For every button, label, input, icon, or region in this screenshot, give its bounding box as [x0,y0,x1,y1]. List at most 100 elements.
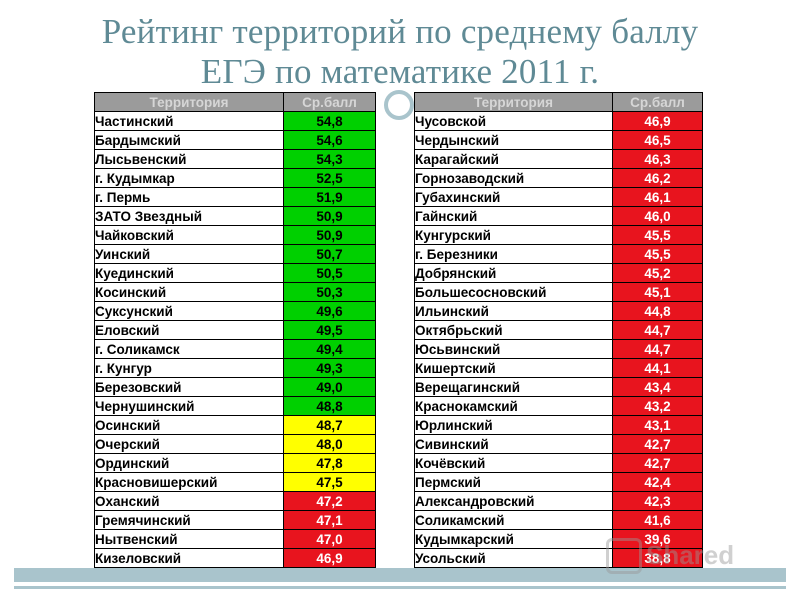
average-score: 50,9 [283,206,376,226]
table-row: Чусовской 46,9 [414,111,703,131]
territory-name: Еловский [94,320,284,340]
average-score: 49,5 [283,320,376,340]
average-score: 49,0 [283,377,376,397]
table-row: Красновишерский 47,5 [94,472,376,492]
average-score: 49,6 [283,301,376,321]
table-row: Березовский 49,0 [94,377,376,397]
header-territory: Территория [94,92,284,112]
table-row: г. Кунгур 49,3 [94,358,376,378]
territory-name: Кишертский [414,358,613,378]
presentation-icon [606,538,642,574]
table-header-row: Территория Ср.балл [414,92,703,112]
table-row: Александровский 42,3 [414,491,703,511]
average-score: 46,3 [612,149,703,169]
territory-name: Юсьвинский [414,339,613,359]
table-row: Кишертский 44,1 [414,358,703,378]
average-score: 46,5 [612,130,703,150]
territory-name: Кудымкарский [414,529,613,549]
table-row: Ильинский 44,8 [414,301,703,321]
table-row: Гремячинский 47,1 [94,510,376,530]
territory-name: г. Пермь [94,187,284,207]
rating-table-right: Территория Ср.балл Чусовской 46,9 Чердынск… [414,92,703,568]
average-score: 47,8 [283,453,376,473]
table-row: ЗАТО Звездный 50,9 [94,206,376,226]
territory-name: Кочёвский [414,453,613,473]
table-row: Лысьвенский 54,3 [94,149,376,169]
territory-name: Суксунский [94,301,284,321]
table-row: Частинский 54,8 [94,111,376,131]
table-row: Еловский 49,5 [94,320,376,340]
average-score: 44,7 [612,320,703,340]
watermark: Shared [606,532,766,582]
territory-name: Ординский [94,453,284,473]
territory-name: Пермский [414,472,613,492]
table-row: г. Соликамск 49,4 [94,339,376,359]
table-row: Осинский 48,7 [94,415,376,435]
territory-name: Александровский [414,491,613,511]
territory-name: г. Кунгур [94,358,284,378]
average-score: 49,4 [283,339,376,359]
decorative-band [14,568,786,582]
average-score: 48,7 [283,415,376,435]
territory-name: Очерский [94,434,284,454]
table-row: Куединский 50,5 [94,263,376,283]
table-row: Верещагинский 43,4 [414,377,703,397]
table-row: Добрянский 45,2 [414,263,703,283]
table-row: Кудымкарский 39,6 [414,529,703,549]
average-score: 50,7 [283,244,376,264]
territory-name: Красновишерский [94,472,284,492]
decorative-circle [384,90,414,120]
table-row: Усольский 38,8 [414,548,703,568]
territory-name: Кизеловский [94,548,284,568]
table-row: Ординский 47,8 [94,453,376,473]
territory-name: г. Березники [414,244,613,264]
territory-name: Куединский [94,263,284,283]
table-row: Кунгурский 45,5 [414,225,703,245]
table-row: Уинский 50,7 [94,244,376,264]
territory-name: Добрянский [414,263,613,283]
table-row: Гайнский 46,0 [414,206,703,226]
table-row: Бардымский 54,6 [94,130,376,150]
territory-name: Осинский [94,415,284,435]
average-score: 45,5 [612,244,703,264]
territory-name: Уинский [94,244,284,264]
territory-name: Карагайский [414,149,613,169]
title-line-2: ЕГЭ по математике 2011 г. [200,52,600,91]
table-row: Пермский 42,4 [414,472,703,492]
territory-name: Чайковский [94,225,284,245]
territory-name: Частинский [94,111,284,131]
average-score: 42,7 [612,453,703,473]
average-score: 47,1 [283,510,376,530]
average-score: 54,8 [283,111,376,131]
average-score: 42,4 [612,472,703,492]
average-score: 46,1 [612,187,703,207]
territory-name: Сивинский [414,434,613,454]
average-score: 46,0 [612,206,703,226]
territory-name: Горнозаводский [414,168,613,188]
territory-name: Юрлинский [414,415,613,435]
average-score: 45,1 [612,282,703,302]
average-score: 44,7 [612,339,703,359]
territory-name: Чердынский [414,130,613,150]
table-row: Большесосновский 45,1 [414,282,703,302]
territory-name: Краснокамский [414,396,613,416]
territory-name: Гайнский [414,206,613,226]
average-score: 49,3 [283,358,376,378]
watermark-text: Shared [646,540,735,570]
average-score: 47,5 [283,472,376,492]
table-row: Очерский 48,0 [94,434,376,454]
territory-name: Лысьвенский [94,149,284,169]
territory-name: ЗАТО Звездный [94,206,284,226]
table-row: Чернушинский 48,8 [94,396,376,416]
table-row: Косинский 50,3 [94,282,376,302]
territory-name: Оханский [94,491,284,511]
average-score: 50,9 [283,225,376,245]
average-score: 54,3 [283,149,376,169]
average-score: 44,8 [612,301,703,321]
rating-table-left: Территория Ср.балл Частинский 54,8 Бардымс… [94,92,376,568]
table-row: Суксунский 49,6 [94,301,376,321]
decorative-line [14,586,786,589]
territory-name: Октябрьский [414,320,613,340]
territory-name: Ильинский [414,301,613,321]
average-score: 43,1 [612,415,703,435]
